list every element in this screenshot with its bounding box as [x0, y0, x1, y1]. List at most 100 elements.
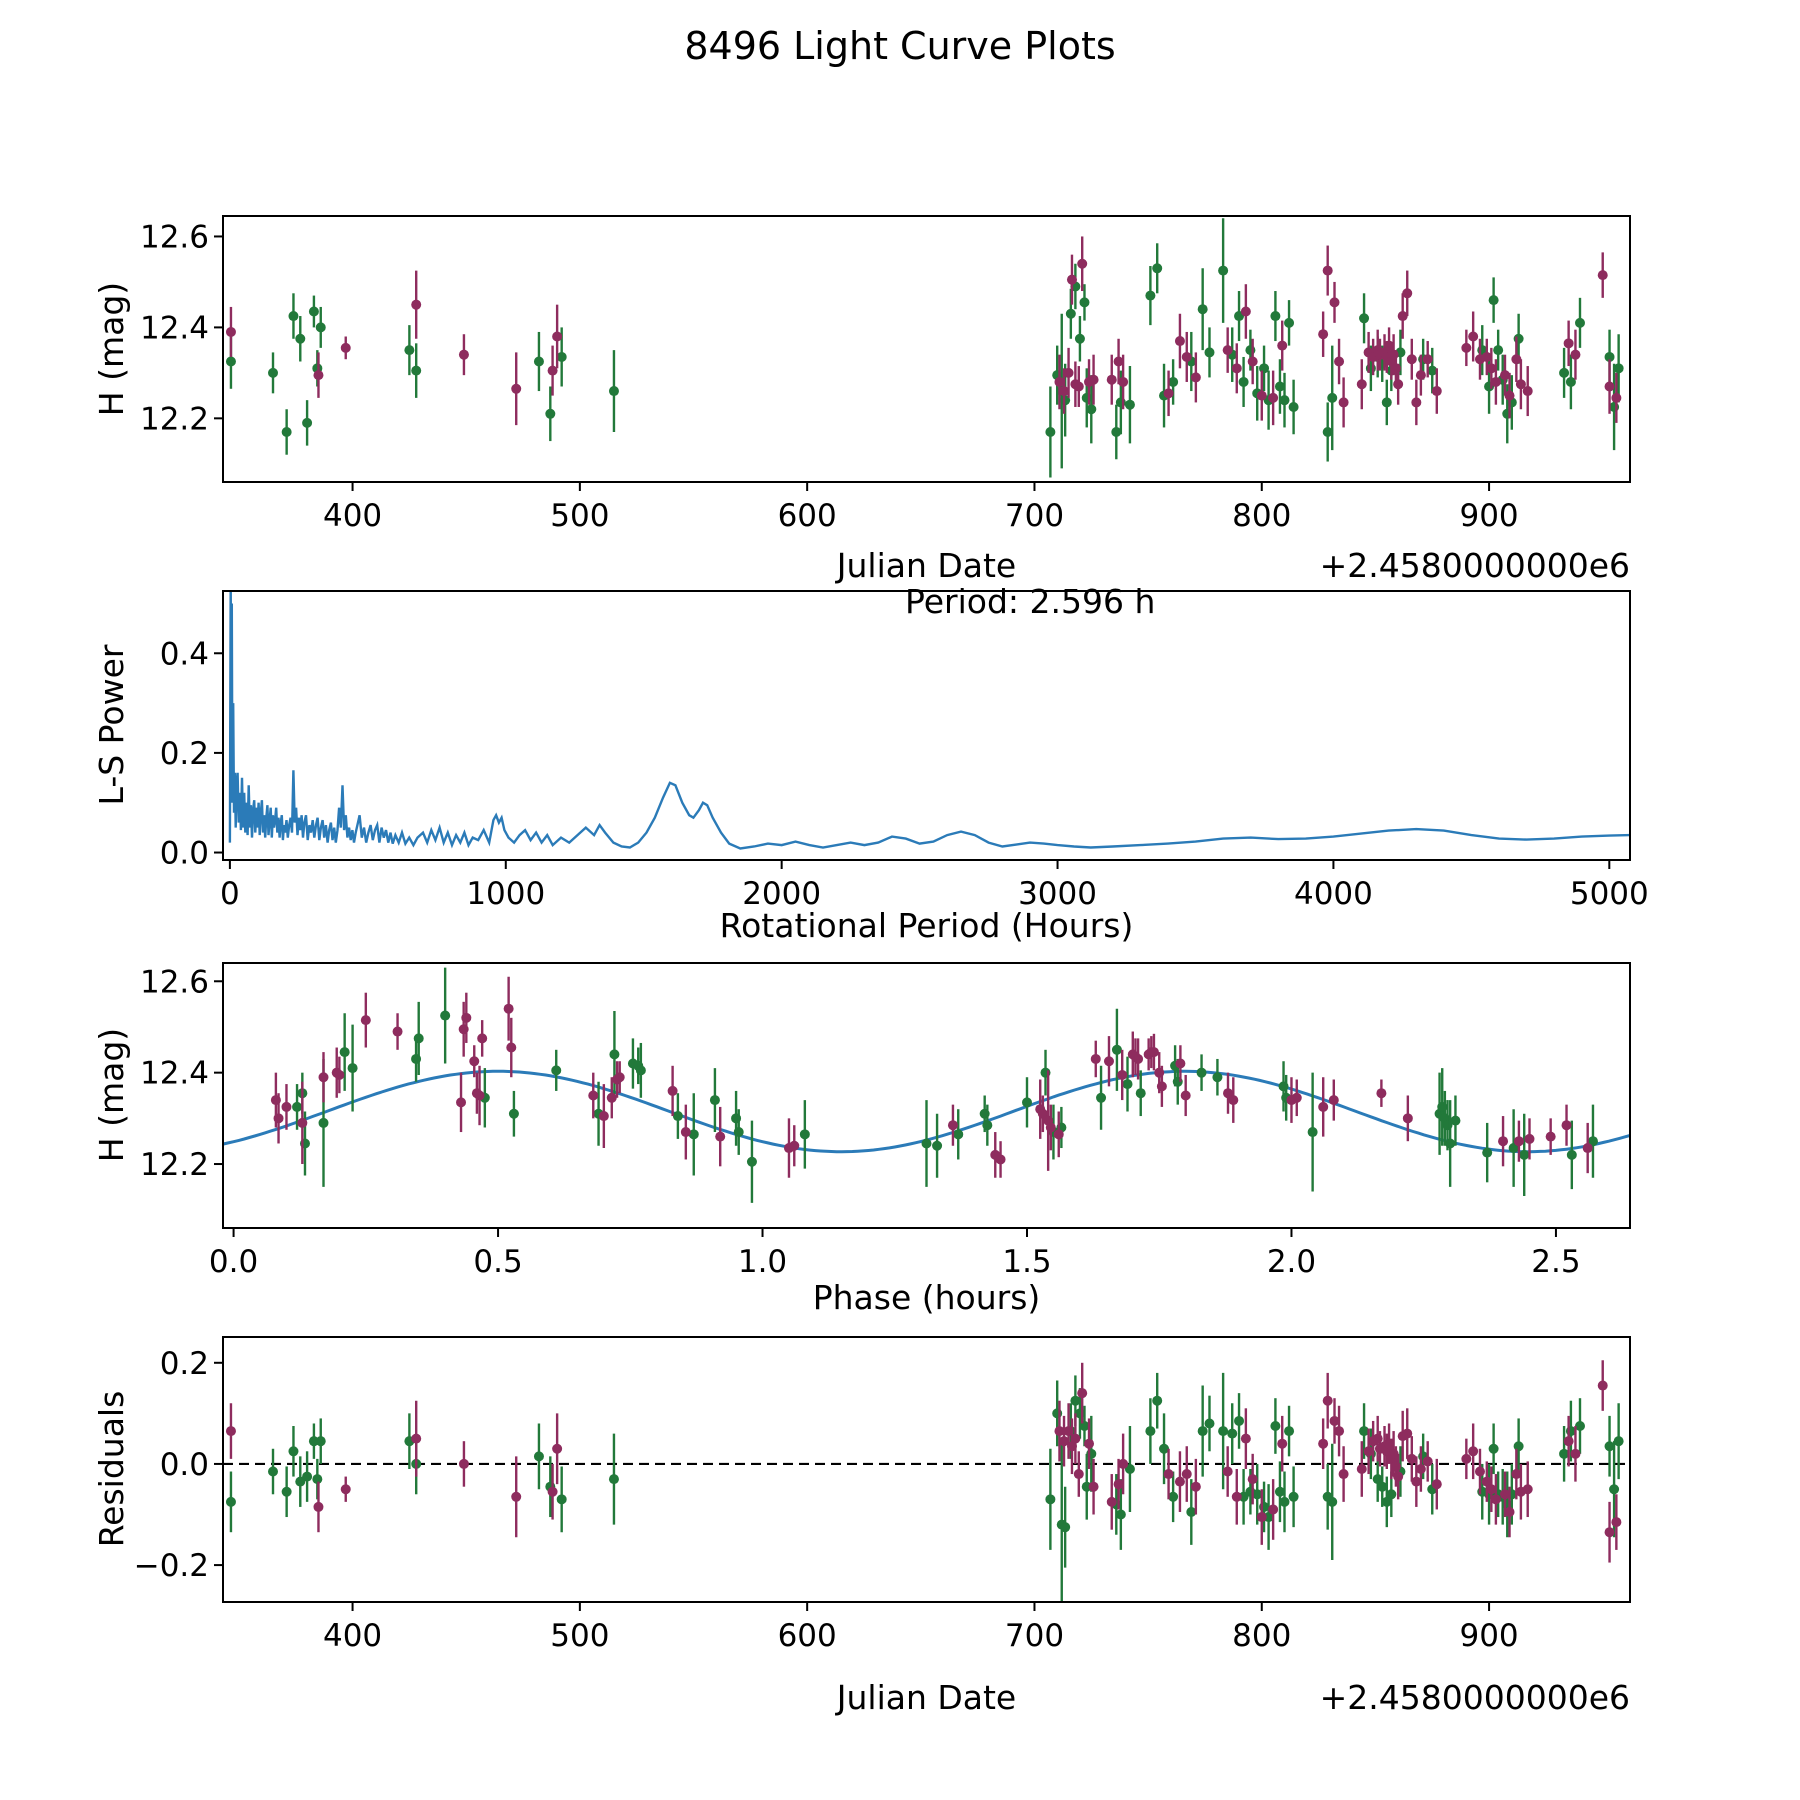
data-point: [268, 1466, 279, 1477]
data-point: [556, 1494, 567, 1505]
data-point: [511, 1491, 522, 1502]
data-point: [556, 351, 567, 362]
data-point: [225, 1496, 236, 1507]
data-point: [1611, 392, 1622, 403]
data-point: [1570, 349, 1581, 360]
data-point: [1431, 386, 1442, 397]
y-tick-label: 0.2: [160, 736, 209, 772]
data-point: [1587, 1136, 1598, 1147]
data-point: [281, 1486, 292, 1497]
data-point: [1493, 345, 1504, 356]
data-point: [1111, 426, 1122, 437]
data-point: [413, 1033, 424, 1044]
data-point: [947, 1120, 958, 1131]
data-point: [1279, 395, 1290, 406]
data-point: [1059, 386, 1070, 397]
data-point: [1086, 1448, 1097, 1459]
data-point: [461, 1012, 472, 1023]
data-point: [1427, 365, 1438, 376]
data-point: [1115, 397, 1126, 408]
data-point: [1329, 1415, 1340, 1426]
data-point: [225, 326, 236, 337]
data-point: [1190, 372, 1201, 383]
data-point: [347, 1063, 358, 1074]
data-point: [1613, 1436, 1624, 1447]
data-point: [1256, 390, 1267, 401]
x-tick-label: 700: [1005, 498, 1064, 534]
data-point: [1159, 1443, 1170, 1454]
x-tick-label: 600: [778, 498, 837, 534]
data-point: [1106, 1496, 1117, 1507]
data-point: [318, 1117, 329, 1128]
data-point: [315, 1436, 326, 1447]
data-point: [1574, 1421, 1585, 1432]
data-point: [1181, 351, 1192, 362]
data-point: [1077, 1388, 1088, 1399]
data-point: [1381, 397, 1392, 408]
data-point: [440, 1010, 451, 1021]
data-point: [1228, 1095, 1239, 1106]
data-point: [268, 367, 279, 378]
x-tick-label: 700: [1005, 1618, 1064, 1654]
data-point: [598, 1111, 609, 1122]
data-point: [1174, 336, 1185, 347]
data-point: [1490, 376, 1501, 387]
data-point: [1065, 308, 1076, 319]
data-point: [1513, 1441, 1524, 1452]
data-point: [503, 1003, 514, 1014]
x-tick-label: 500: [550, 498, 609, 534]
data-point: [1513, 1136, 1524, 1147]
data-point: [1103, 1056, 1114, 1067]
data-point: [1240, 306, 1251, 317]
data-point: [1256, 1512, 1267, 1523]
data-point: [1334, 356, 1345, 367]
data-point: [1565, 376, 1576, 387]
x-tick-label: 3000: [1018, 876, 1097, 912]
data-point: [1318, 1101, 1329, 1112]
data-point: [1096, 1092, 1107, 1103]
data-point: [411, 365, 422, 376]
data-point: [1597, 1380, 1608, 1391]
data-point: [606, 1092, 617, 1103]
data-point: [1406, 1453, 1417, 1464]
data-point: [1611, 1517, 1622, 1528]
data-point: [1288, 401, 1299, 412]
data-point: [1318, 1438, 1329, 1449]
data-point: [588, 1090, 599, 1101]
data-point: [1574, 317, 1585, 328]
y-tick-label: 12.4: [140, 310, 209, 346]
data-point: [608, 1474, 619, 1485]
data-point: [1133, 1053, 1144, 1064]
data-point: [1277, 1438, 1288, 1449]
data-point: [1204, 347, 1215, 358]
data-point: [313, 370, 324, 381]
data-point: [1204, 1418, 1215, 1429]
x-tick-label: 1000: [466, 876, 545, 912]
data-point: [1247, 1474, 1258, 1485]
data-point: [1197, 304, 1208, 315]
data-point: [508, 1108, 519, 1119]
data-point: [295, 1476, 306, 1487]
data-point: [1084, 1438, 1095, 1449]
data-point: [1122, 1079, 1133, 1090]
panel1-ylabel: H (mag): [91, 281, 131, 417]
data-point: [1450, 1115, 1461, 1126]
data-point: [1174, 1476, 1185, 1487]
x-tick-label: 400: [323, 498, 382, 534]
data-point: [1488, 295, 1499, 306]
data-point: [608, 386, 619, 397]
panel4-axis-offset: +2.4580000000e6: [1319, 1678, 1630, 1717]
data-point: [1186, 1506, 1197, 1517]
data-point: [1168, 376, 1179, 387]
data-point: [1307, 1127, 1318, 1138]
data-point: [474, 1090, 485, 1101]
data-point: [1070, 1395, 1081, 1406]
data-point: [1274, 1486, 1285, 1497]
data-point: [1356, 379, 1367, 390]
data-point: [1175, 1058, 1186, 1069]
data-point: [1212, 1072, 1223, 1083]
data-point: [1515, 379, 1526, 390]
data-point: [1197, 1426, 1208, 1437]
data-point: [1482, 1147, 1493, 1158]
data-point: [1060, 1522, 1071, 1533]
